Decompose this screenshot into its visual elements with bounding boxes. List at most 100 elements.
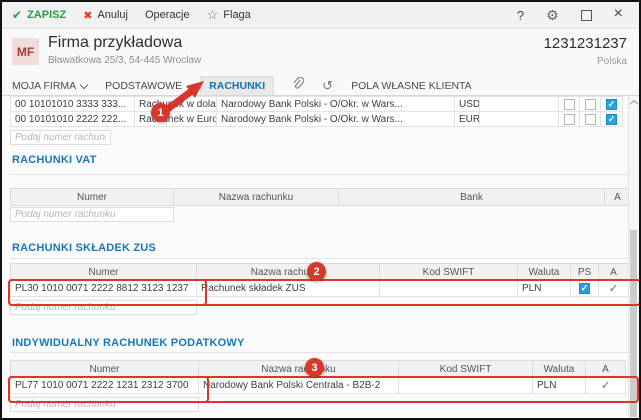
- flag-label: Flaga: [223, 9, 251, 21]
- checkbox-checked-icon[interactable]: [606, 113, 617, 125]
- checkbox-checked-icon[interactable]: [606, 98, 617, 110]
- operations-menu-button[interactable]: Operacje: [145, 9, 190, 21]
- divider: [10, 258, 633, 259]
- checkbox-unchecked-icon[interactable]: [563, 113, 575, 125]
- column-header: PS: [570, 263, 599, 281]
- vat-account-number-input[interactable]: [10, 207, 174, 222]
- column-header: A: [598, 263, 629, 281]
- checkbox-cell[interactable]: [558, 111, 580, 127]
- gray-check-icon: [609, 282, 618, 295]
- step-badge-2: 2: [307, 262, 326, 281]
- column-header: Numer: [10, 360, 199, 378]
- zus-section-title: RACHUNKI SKŁADEK ZUS: [12, 242, 156, 254]
- tax-section-title: INDYWIDUALNY RACHUNEK PODATKOWY: [12, 337, 245, 349]
- zus-currency-cell[interactable]: PLN: [517, 280, 571, 297]
- operations-label: Operacje: [144, 9, 190, 21]
- checkbox-unchecked-icon[interactable]: [563, 98, 575, 110]
- save-check-icon: [12, 8, 22, 22]
- column-header: A: [604, 188, 631, 206]
- vertical-scrollbar[interactable]: [628, 96, 639, 418]
- tab-rachunki[interactable]: RACHUNKI: [200, 76, 275, 95]
- checkbox-cell[interactable]: [600, 111, 623, 127]
- checkbox-unchecked-icon[interactable]: [584, 113, 596, 125]
- checkbox-checked-icon[interactable]: [579, 283, 590, 294]
- tax-account-number-input[interactable]: [10, 397, 199, 412]
- zus-swift-cell[interactable]: [379, 280, 518, 297]
- tab-moja-firma[interactable]: MOJA FIRMA: [12, 79, 89, 92]
- scroll-up-icon[interactable]: [629, 99, 639, 109]
- checkbox-cell[interactable]: [579, 96, 601, 112]
- tax-name-cell[interactable]: Narodowy Bank Polski Centrala - B2B-2: [198, 377, 399, 394]
- history-icon[interactable]: [322, 78, 333, 94]
- cancel-button-label: Anuluj: [97, 9, 128, 21]
- company-tax-id: 1231231237: [543, 35, 627, 52]
- tax-currency-cell[interactable]: PLN: [532, 377, 586, 394]
- checkbox-cell[interactable]: [600, 96, 623, 112]
- column-header: Numer: [10, 188, 174, 206]
- checkbox-unchecked-icon[interactable]: [584, 98, 596, 110]
- tab-podstawowe[interactable]: PODSTAWOWE: [105, 80, 182, 92]
- divider: [10, 174, 633, 175]
- tax-number-cell[interactable]: PL77 1010 0071 2222 1231 2312 3700: [10, 377, 199, 394]
- tax-account-row[interactable]: PL77 1010 0071 2222 1231 2312 3700 Narod…: [10, 377, 626, 394]
- settings-gear-icon[interactable]: [546, 7, 559, 24]
- tab-pola-wlasne-klienta[interactable]: POLA WŁASNE KLIENTA: [351, 80, 472, 92]
- company-header: MF Firma przykładowa Bławatkowa 25/3, 54…: [2, 29, 639, 76]
- vat-section-title: RACHUNKI VAT: [12, 154, 97, 166]
- account-number-cell[interactable]: 00 10101010 3333 333...: [10, 96, 135, 112]
- attachments-paperclip-icon[interactable]: [292, 76, 305, 94]
- cancel-x-icon: [83, 9, 92, 22]
- divider: [10, 352, 633, 353]
- zus-number-cell[interactable]: PL30 1010 0071 2222 8812 3123 1237: [10, 280, 197, 297]
- chevron-down-icon: [79, 80, 89, 89]
- table-row[interactable]: 00 10101010 2222 222... Rachunek w Euro …: [10, 111, 623, 127]
- save-button[interactable]: ZAPISZ: [12, 8, 66, 22]
- account-currency-cell[interactable]: USD: [454, 96, 480, 112]
- cancel-button[interactable]: Anuluj: [83, 9, 128, 22]
- bank-accounts-table: 00 10101010 3333 333... Rachunek w dolar…: [10, 96, 623, 127]
- zus-account-number-input[interactable]: [10, 300, 197, 315]
- account-bank-cell[interactable]: Narodowy Bank Polski - O/Okr. w Wars...: [216, 96, 455, 112]
- scrollbar-thumb[interactable]: [630, 230, 637, 417]
- column-header: Waluta: [517, 263, 571, 281]
- company-avatar: MF: [12, 38, 39, 65]
- star-icon: [207, 7, 219, 23]
- company-address: Bławatkowa 25/3, 54-445 Wrocław: [48, 55, 202, 66]
- account-currency-cell[interactable]: EUR: [454, 111, 480, 127]
- step-badge-3: 3: [305, 358, 324, 377]
- vat-header-row: Numer Nazwa rachunku Bank A: [10, 188, 631, 206]
- tab-rachunki-label: RACHUNKI: [209, 79, 266, 92]
- zus-ps-cell[interactable]: [570, 280, 599, 297]
- tab-moja-firma-label: MOJA FIRMA: [12, 79, 77, 92]
- flag-button[interactable]: Flaga: [207, 7, 251, 23]
- column-header: Kod SWIFT: [398, 360, 533, 378]
- new-account-number-input[interactable]: [10, 130, 111, 145]
- toolbar: ZAPISZ Anuluj Operacje Flaga ?: [2, 2, 639, 29]
- account-bank-cell[interactable]: Narodowy Bank Polski - O/Okr. w Wars...: [216, 111, 455, 127]
- maximize-button[interactable]: [580, 9, 592, 21]
- table-row[interactable]: 00 10101010 3333 333... Rachunek w dolar…: [10, 96, 623, 112]
- company-title: Firma przykładowa: [48, 34, 183, 51]
- checkbox-cell[interactable]: [558, 96, 580, 112]
- window-controls: ?: [517, 7, 623, 24]
- tab-pola-wlasne-label: POLA WŁASNE KLIENTA: [351, 79, 472, 92]
- column-header: Nazwa rachunku: [196, 263, 380, 281]
- save-button-label: ZAPISZ: [27, 9, 67, 21]
- column-header: Waluta: [532, 360, 586, 378]
- close-button[interactable]: [614, 9, 623, 21]
- tax-header-row: Numer Nazwa rachunku Kod SWIFT Waluta A: [10, 360, 626, 378]
- company-country: Polska: [596, 56, 627, 67]
- account-empty-cell: [479, 96, 559, 112]
- tax-table: Numer Nazwa rachunku Kod SWIFT Waluta A …: [10, 360, 626, 394]
- step-badge-1: 1: [151, 103, 170, 122]
- tab-bar: MOJA FIRMA PODSTAWOWE RACHUNKI POLA WŁAS…: [2, 76, 639, 96]
- checkbox-cell[interactable]: [579, 111, 601, 127]
- zus-name-cell[interactable]: Rachunek składek ZUS: [196, 280, 380, 297]
- account-number-cell[interactable]: 00 10101010 2222 222...: [10, 111, 135, 127]
- help-button[interactable]: ?: [516, 7, 525, 23]
- column-header: Numer: [10, 263, 197, 281]
- column-header: A: [585, 360, 626, 378]
- tax-swift-cell[interactable]: [398, 377, 533, 394]
- zus-account-row[interactable]: PL30 1010 0071 2222 8812 3123 1237 Rachu…: [10, 280, 629, 297]
